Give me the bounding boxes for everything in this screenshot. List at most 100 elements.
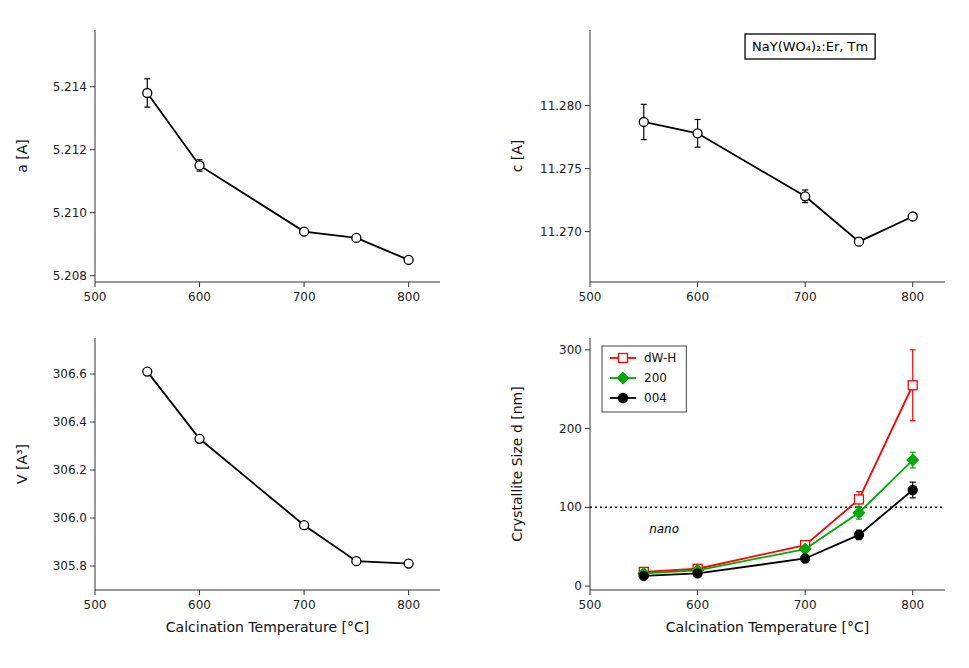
y-axis xyxy=(590,338,591,590)
data-point xyxy=(639,571,648,580)
legend-marker xyxy=(619,354,628,363)
legend-marker xyxy=(617,372,628,383)
y-tick-label: 306.0 xyxy=(53,511,87,525)
x-axis xyxy=(590,282,945,283)
legend-entry: dW-H xyxy=(644,351,676,365)
x-tick-label: 600 xyxy=(188,598,211,612)
x-tick xyxy=(408,282,409,287)
data-point xyxy=(195,161,204,170)
legend-entry: 004 xyxy=(644,391,667,405)
y-tick-label: 5.208 xyxy=(53,269,87,283)
error-cap xyxy=(641,104,647,105)
x-tick xyxy=(408,590,409,595)
y-tick xyxy=(90,374,95,375)
x-tick-label: 500 xyxy=(84,598,107,612)
x-tick-label: 800 xyxy=(901,598,924,612)
x-tick-label: 700 xyxy=(293,598,316,612)
series-line xyxy=(644,385,913,572)
error-cap xyxy=(910,452,916,453)
data-point xyxy=(801,192,810,201)
x-tick-label: 800 xyxy=(397,598,420,612)
data-point xyxy=(693,569,702,578)
x-tick-label: 500 xyxy=(84,290,107,304)
y-axis-label: Crystallite Size d [nm] xyxy=(509,386,525,541)
y-tick xyxy=(585,507,590,508)
y-tick-label: 11.280 xyxy=(540,99,582,113)
x-axis-label: Calcination Temperature [°C] xyxy=(666,619,869,635)
data-point xyxy=(854,495,863,504)
data-point xyxy=(300,521,309,530)
panel: 5006007008005.2085.2105.2125.214a [A] xyxy=(14,30,440,304)
x-tick xyxy=(805,282,806,287)
data-point xyxy=(854,237,863,246)
x-tick-label: 700 xyxy=(293,290,316,304)
y-tick xyxy=(90,566,95,567)
y-axis xyxy=(95,30,96,282)
y-tick xyxy=(585,168,590,169)
data-point xyxy=(352,233,361,242)
y-tick xyxy=(585,586,590,587)
x-tick xyxy=(199,282,200,287)
x-tick xyxy=(590,282,591,287)
error-cap xyxy=(910,482,916,483)
x-axis xyxy=(590,590,945,591)
y-tick-label: 11.275 xyxy=(540,162,582,176)
y-tick xyxy=(90,86,95,87)
legend-entry: 200 xyxy=(644,371,667,385)
panel: 50060070080011.27011.27511.280c [A]NaY(W… xyxy=(509,30,945,304)
background xyxy=(0,0,969,668)
x-axis xyxy=(95,590,440,591)
y-tick-label: 0 xyxy=(574,579,582,593)
series-line xyxy=(644,122,913,242)
x-tick-label: 600 xyxy=(686,598,709,612)
data-point xyxy=(801,554,810,563)
x-tick-label: 700 xyxy=(794,290,817,304)
x-tick xyxy=(304,282,305,287)
y-tick xyxy=(90,518,95,519)
figure: 5006007008005.2085.2105.2125.214a [A]500… xyxy=(0,0,969,668)
x-tick-label: 700 xyxy=(794,598,817,612)
error-cap xyxy=(197,171,203,172)
data-point xyxy=(908,381,917,390)
error-cap xyxy=(802,189,808,190)
x-tick-label: 600 xyxy=(188,290,211,304)
y-tick xyxy=(585,105,590,106)
legend-marker xyxy=(619,394,628,403)
y-tick-label: 305.8 xyxy=(53,559,87,573)
x-tick xyxy=(590,590,591,595)
y-tick-label: 300 xyxy=(559,343,582,357)
data-point xyxy=(908,212,917,221)
data-point xyxy=(195,434,204,443)
x-tick xyxy=(697,590,698,595)
series-line xyxy=(147,372,408,564)
error-cap xyxy=(910,497,916,498)
annotation: nano xyxy=(649,522,679,536)
series-line xyxy=(147,93,408,260)
plot-area xyxy=(143,79,413,265)
error-cap xyxy=(144,78,150,79)
data-point xyxy=(404,559,413,568)
series-line xyxy=(644,460,913,573)
plot-area xyxy=(639,104,917,246)
error-cap xyxy=(910,467,916,468)
x-tick-label: 500 xyxy=(579,290,602,304)
y-tick xyxy=(90,212,95,213)
x-tick-label: 800 xyxy=(901,290,924,304)
y-tick-label: 11.270 xyxy=(540,225,582,239)
data-point xyxy=(800,543,811,554)
y-axis-label: a [A] xyxy=(14,139,30,173)
x-tick xyxy=(912,282,913,287)
data-point xyxy=(908,485,917,494)
x-tick xyxy=(912,590,913,595)
error-cap xyxy=(695,147,701,148)
x-tick xyxy=(95,282,96,287)
x-tick xyxy=(95,590,96,595)
y-tick-label: 100 xyxy=(559,500,582,514)
x-tick xyxy=(199,590,200,595)
y-tick xyxy=(585,349,590,350)
error-cap xyxy=(144,107,150,108)
data-point xyxy=(404,255,413,264)
y-tick-label: 5.214 xyxy=(53,80,87,94)
y-tick-label: 306.4 xyxy=(53,415,87,429)
data-point xyxy=(639,117,648,126)
